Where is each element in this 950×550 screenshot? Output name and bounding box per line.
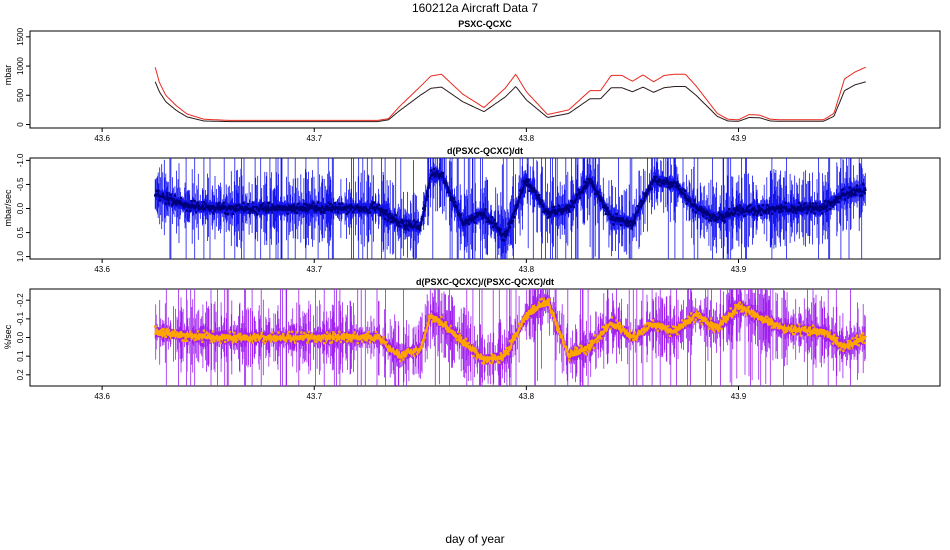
x-tick-label: 43.6 [94, 134, 110, 143]
y-axis-label: mbar [3, 65, 13, 86]
y-tick-label: -0.2 [16, 293, 25, 307]
y-ticks: -1.0 -0.5 0.0 0.5 1.0 [16, 153, 30, 262]
x-tick-label: 43.7 [306, 392, 322, 401]
x-tick-label: 43.8 [519, 392, 535, 401]
series-markers [154, 297, 866, 365]
plot-area [154, 158, 867, 259]
y-tick-label: 1500 [16, 27, 25, 45]
series-line [154, 66, 867, 121]
x-ticks: 43.6 43.7 43.8 43.9 [94, 128, 747, 143]
y-axis-label: %/sec [3, 324, 13, 349]
x-tick-label: 43.6 [94, 265, 110, 274]
x-tick-label: 43.9 [731, 134, 747, 143]
x-tick-label: 43.7 [306, 265, 322, 274]
panel-title: PSXC-QCXC [458, 19, 512, 29]
x-tick-label: 43.6 [94, 392, 110, 401]
y-ticks: -0.2 -0.1 0.0 0.1 0.2 [16, 293, 30, 381]
y-tick-label: 0.0 [16, 331, 25, 343]
panel-relative-derivative: d(PSXC-QCXC)/(PSXC-QCXC)/dt %/sec 43.6 43… [3, 277, 941, 401]
y-tick-label: 0.5 [16, 226, 25, 238]
x-tick-label: 43.7 [306, 134, 322, 143]
y-ticks: 0 500 1000 1500 [16, 27, 30, 127]
panel-psxc-qcxc: PSXC-QCXC mbar 43.6 43.7 43.8 43.9 0 500 1000… [3, 19, 941, 143]
y-tick-label: 1.0 [16, 250, 25, 262]
panel-title: d(PSXC-QCXC)/(PSXC-QCXC)/dt [416, 277, 554, 287]
plot-area [154, 289, 867, 386]
y-tick-label: -0.1 [16, 311, 25, 325]
x-tick-label: 43.8 [519, 265, 535, 274]
x-tick-label: 43.9 [731, 392, 747, 401]
y-tick-label: 0.1 [16, 350, 25, 362]
y-axis-label: mbar/sec [3, 189, 13, 227]
figure-title: 160212a Aircraft Data 7 [412, 1, 538, 15]
x-tick-label: 43.9 [731, 265, 747, 274]
y-tick-label: 0 [16, 122, 25, 127]
x-tick-label: 43.8 [519, 134, 535, 143]
plot-area [154, 66, 867, 123]
plot-frame [29, 30, 941, 129]
y-tick-label: 0.2 [16, 369, 25, 381]
x-ticks: 43.6 43.7 43.8 43.9 [94, 259, 747, 274]
y-tick-label: -0.5 [16, 177, 25, 191]
series-markers [154, 168, 866, 242]
y-tick-label: 500 [16, 88, 25, 102]
panel-title: d(PSXC-QCXC)/dt [447, 146, 523, 156]
y-tick-label: -1.0 [16, 153, 25, 167]
y-tick-label: 0.0 [16, 202, 25, 214]
series-line [154, 81, 866, 123]
x-ticks: 43.6 43.7 43.8 43.9 [94, 386, 747, 401]
panel-derivative: d(PSXC-QCXC)/dt mbar/sec 43.6 43.7 43.8 43.… [3, 146, 941, 274]
y-tick-label: 1000 [16, 57, 25, 75]
x-axis-label: day of year [445, 532, 504, 546]
